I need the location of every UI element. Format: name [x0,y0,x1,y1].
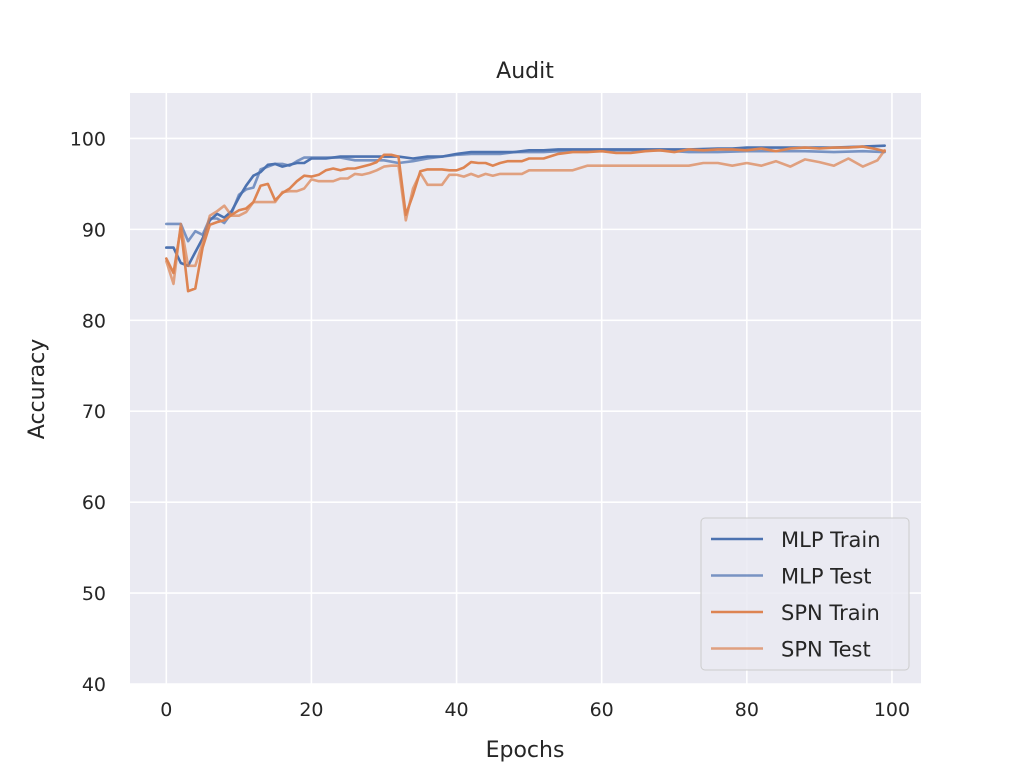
legend: MLP Train MLP Test SPN Train SPN Test [700,517,910,671]
legend-label: SPN Test [781,638,871,662]
y-tick-label: 70 [82,401,106,423]
series-lines [165,144,887,293]
chart-title: Audit [496,59,554,84]
spn-train-line [165,145,887,293]
grid-lines [130,93,921,685]
y-tick-label: 40 [82,674,106,696]
y-tick-label: 50 [82,583,106,605]
y-tick-label: 90 [82,219,106,241]
y-tick-labels: 40 50 60 70 80 90 100 [70,128,106,696]
y-tick-label: 80 [82,310,106,332]
y-tick-label: 100 [70,128,106,150]
x-tick-label: 0 [160,699,172,721]
y-axis-label: Accuracy [25,339,50,439]
legend-label: MLP Train [781,528,881,552]
y-tick-label: 60 [82,492,106,514]
x-tick-label: 100 [874,699,910,721]
legend-label: MLP Test [781,565,872,589]
legend-box [700,517,910,671]
spn-test-line [165,149,887,286]
x-tick-label: 20 [299,699,323,721]
x-axis-label: Epochs [486,738,565,763]
mlp-train-line [165,144,887,268]
x-tick-label: 40 [444,699,468,721]
x-tick-label: 60 [590,699,614,721]
x-tick-label: 80 [735,699,759,721]
x-tick-labels: 0 20 40 60 80 100 [160,699,910,721]
legend-label: SPN Train [781,601,880,625]
